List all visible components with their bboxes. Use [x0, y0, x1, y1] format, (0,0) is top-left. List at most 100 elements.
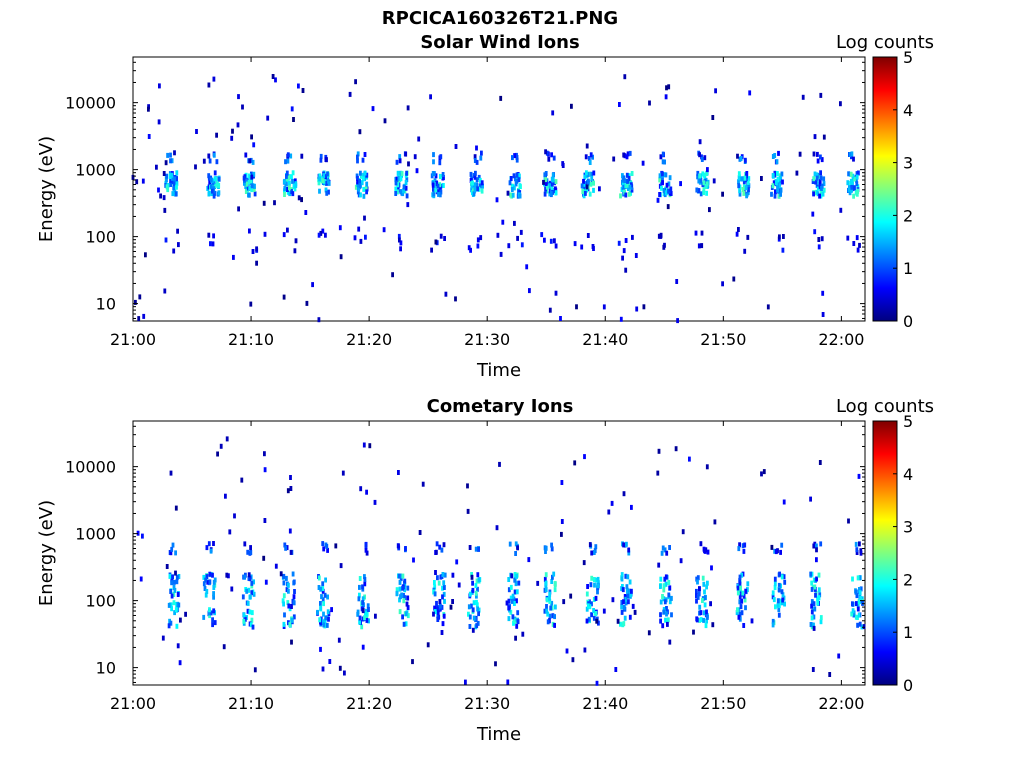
heatmap-cell	[743, 248, 747, 254]
heatmap-cell	[361, 157, 365, 163]
heatmap-cell	[213, 176, 217, 182]
heatmap-cell	[856, 603, 860, 609]
heatmap-cell	[225, 436, 229, 442]
y-tick-label: 1000	[75, 161, 116, 180]
heatmap-cell	[395, 159, 399, 165]
heatmap-cell	[397, 543, 400, 549]
heatmap-cell	[161, 635, 165, 641]
heatmap-cell	[584, 190, 587, 196]
colorbar-tick-label: 1	[903, 623, 913, 642]
heatmap-cell	[511, 593, 515, 599]
heatmap-cell	[742, 179, 746, 185]
heatmap-cell	[162, 195, 166, 201]
heatmap-cell	[282, 580, 286, 586]
heatmap-cell	[810, 615, 814, 621]
heatmap-cell	[809, 496, 812, 502]
heatmap-cell	[325, 190, 329, 196]
heatmap-cell	[812, 601, 816, 607]
heatmap-cell	[743, 175, 747, 181]
heatmap-cell	[164, 237, 168, 243]
heatmap-cell	[781, 597, 785, 603]
heatmap-cell	[627, 547, 631, 553]
heatmap-cell	[548, 591, 552, 597]
heatmap-cell	[738, 594, 742, 600]
heatmap-cell	[627, 588, 631, 594]
heatmap-cell	[391, 272, 394, 278]
heatmap-cell	[290, 617, 294, 623]
heatmap-cell	[620, 576, 624, 582]
heatmap-cell	[548, 191, 552, 197]
heatmap-cell	[659, 612, 662, 618]
heatmap-cell	[321, 597, 325, 603]
heatmap-cell	[815, 175, 819, 181]
heatmap-cell	[401, 614, 404, 620]
heatmap-cell	[289, 549, 293, 555]
heatmap-cell	[250, 171, 253, 177]
heatmap-cell	[660, 550, 664, 556]
heatmap-cell	[319, 586, 323, 592]
heatmap-cell	[406, 595, 410, 601]
heatmap-cell	[660, 176, 664, 182]
heatmap-cell	[586, 233, 590, 238]
heatmap-cell	[622, 621, 626, 627]
heatmap-cell	[174, 570, 177, 576]
heatmap-cell	[289, 475, 292, 480]
heatmap-cell	[242, 618, 246, 624]
heatmap-cell	[795, 170, 799, 176]
heatmap-cell	[663, 576, 667, 582]
heatmap-cell	[442, 591, 446, 597]
heatmap-cell	[252, 142, 256, 148]
heatmap-cell	[402, 188, 405, 194]
heatmap-cell	[253, 183, 256, 189]
heatmap-cell	[212, 76, 216, 82]
heatmap-cell	[810, 603, 813, 609]
heatmap-cell	[745, 193, 748, 199]
heatmap-cell	[750, 618, 754, 624]
heatmap-cell	[215, 132, 218, 138]
heatmap-cell	[440, 604, 444, 610]
heatmap-cell	[697, 188, 700, 194]
heatmap-cell	[852, 241, 856, 246]
heatmap-cell	[681, 529, 685, 535]
heatmap-cell	[705, 609, 708, 615]
heatmap-cell	[674, 446, 678, 452]
heatmap-cell	[611, 597, 615, 603]
heatmap-cell	[626, 593, 630, 599]
heatmap-cell	[813, 584, 817, 590]
heatmap-cell	[667, 84, 671, 90]
heatmap-cell	[745, 173, 748, 179]
heatmap-cell	[210, 177, 213, 183]
heatmap-cell	[441, 594, 444, 600]
heatmap-cell	[585, 187, 588, 193]
heatmap-cell	[168, 174, 172, 180]
heatmap-cell	[434, 173, 438, 179]
heatmap-cell	[204, 577, 207, 583]
heatmap-cell	[738, 577, 742, 583]
heatmap-cell	[819, 92, 823, 98]
heatmap-cell	[776, 186, 780, 192]
heatmap-cell	[473, 182, 477, 188]
heatmap-cell	[217, 182, 221, 188]
heatmap-cell	[778, 180, 782, 186]
heatmap-cell	[475, 623, 479, 629]
heatmap-cell	[255, 260, 258, 266]
heatmap-cell	[318, 188, 321, 194]
heatmap-cell	[286, 158, 290, 164]
heatmap-cell	[630, 504, 633, 510]
heatmap-cell	[439, 189, 443, 195]
heatmap-cell	[509, 192, 512, 198]
heatmap-cell	[774, 604, 777, 610]
heatmap-cell	[740, 610, 744, 616]
heatmap-cell	[363, 594, 366, 600]
heatmap-cell	[852, 156, 855, 162]
heatmap-cell	[704, 184, 708, 189]
heatmap-cell	[319, 646, 322, 652]
heatmap-cell	[247, 179, 251, 185]
heatmap-cell	[357, 596, 361, 602]
heatmap-cell	[662, 587, 666, 593]
heatmap-cell	[546, 619, 550, 625]
heatmap-cell	[596, 589, 599, 595]
heatmap-cell	[163, 207, 167, 213]
heatmap-cell	[207, 610, 211, 616]
colorbar-tick-label: 4	[903, 101, 913, 120]
